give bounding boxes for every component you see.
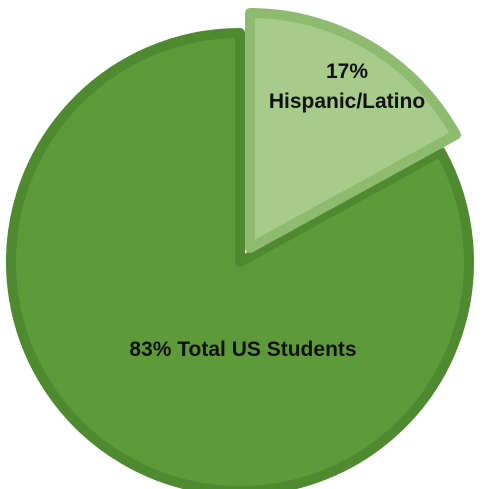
pie-slice-hispanic-latino [245,8,461,253]
pie-labels: 83% Total US Students 17% Hispanic/Latino [129,60,425,361]
pie-label-line: Hispanic/Latino [269,90,425,113]
pie-label-line: 17% [326,60,368,83]
pie-slice-total-us-students [6,28,474,489]
pie-label-hispanic-latino: 17% Hispanic/Latino [269,60,425,113]
pie-slices [6,8,474,489]
pie-label-line: 83% Total US Students [129,338,356,361]
pie-label-total-us-students: 83% Total US Students [129,338,356,361]
